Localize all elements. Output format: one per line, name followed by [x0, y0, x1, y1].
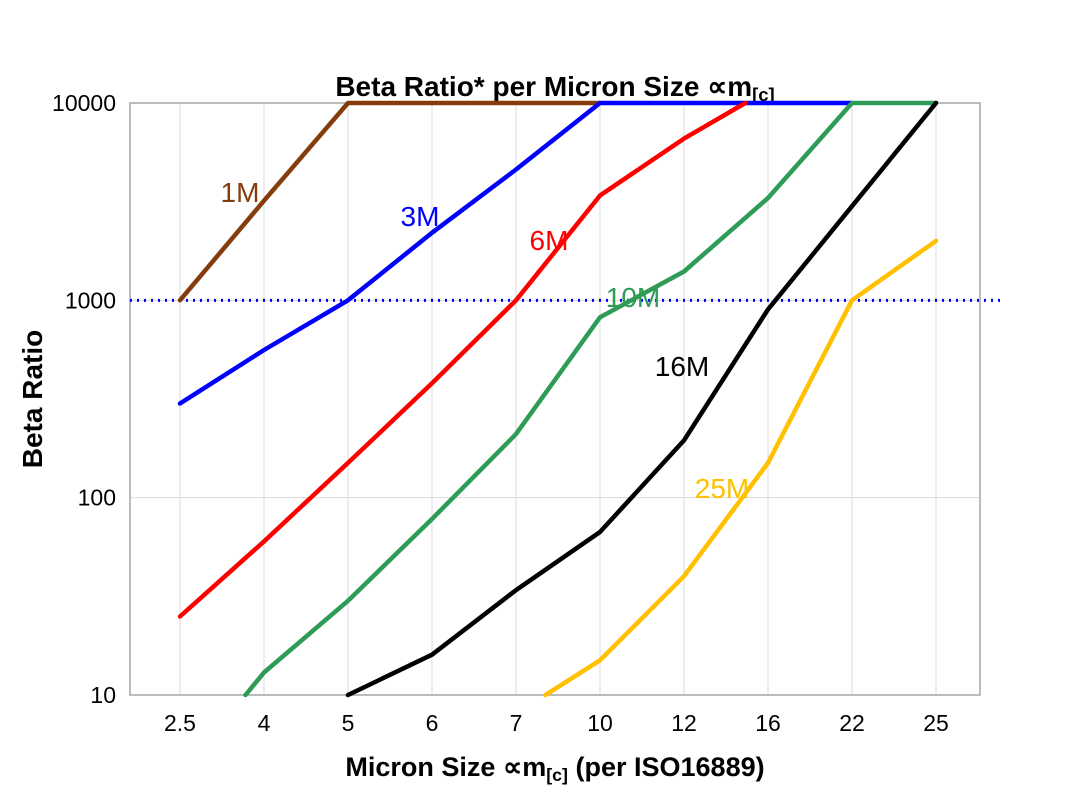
- x-axis-label: Micron Size ∝m[c] (per ISO16889): [130, 752, 980, 786]
- y-tick-label-10: 10: [90, 682, 116, 708]
- series-line-3M: [177, 100, 855, 406]
- series-label-3M: 3M: [401, 201, 440, 232]
- x-tick-label-7: 7: [510, 710, 523, 736]
- series-label-1M: 1M: [221, 177, 260, 208]
- x-tick-label-10: 10: [587, 710, 613, 736]
- series-label-25M: 25M: [695, 473, 749, 504]
- x-tick-label-4: 4: [258, 710, 271, 736]
- series-label-16M: 16M: [655, 351, 709, 382]
- x-axis-label-post: (per ISO16889): [568, 752, 765, 782]
- x-tick-label-25: 25: [923, 710, 949, 736]
- x-axis-label-pre: Micron Size ∝m: [345, 752, 547, 782]
- plot-area: [130, 103, 980, 695]
- y-axis-label: Beta Ratio: [17, 329, 48, 469]
- series-label-6M: 6M: [530, 225, 569, 256]
- chart-title: Beta Ratio* per Micron Size ∝m[c]: [130, 70, 980, 106]
- series-line-10M: [243, 100, 939, 698]
- x-tick-label-16: 16: [755, 710, 781, 736]
- x-tick-label-5: 5: [342, 710, 355, 736]
- x-tick-label-2.5: 2.5: [164, 710, 196, 736]
- series-line-6M: [177, 100, 748, 619]
- chart-title-text: Beta Ratio* per Micron Size ∝m: [335, 71, 753, 102]
- series-line-16M: [345, 100, 939, 698]
- series-line-25M: [543, 238, 939, 698]
- x-axis-label-subscript: [c]: [546, 764, 568, 785]
- series-label-10M: 10M: [606, 282, 660, 313]
- x-tick-label-22: 22: [839, 710, 865, 736]
- series-line-1M: [177, 100, 603, 303]
- y-tick-label-1000: 1000: [65, 287, 116, 313]
- y-tick-label-10000: 10000: [52, 90, 116, 116]
- chart-title-subscript: [c]: [752, 84, 775, 106]
- x-tick-label-12: 12: [671, 710, 697, 736]
- y-tick-label-100: 100: [78, 485, 116, 511]
- x-tick-label-6: 6: [426, 710, 439, 736]
